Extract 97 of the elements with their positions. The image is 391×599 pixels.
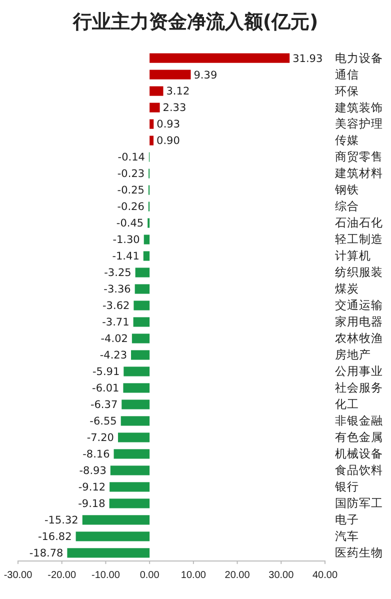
bar [124,366,150,376]
data-label: -1.41 [112,250,140,263]
data-label: -1.30 [112,234,140,246]
data-label: -18.78 [29,548,64,560]
y-tick-label: 汽车 [335,529,359,544]
data-label: -0.23 [117,168,145,180]
x-tick-label: -10.00 [92,570,120,581]
y-tick-label: 银行 [334,480,359,494]
y-tick-label: 机械设备 [335,448,383,461]
x-tick-label: -30.00 [4,570,33,581]
bar [132,334,150,344]
data-label: -9.18 [78,498,106,510]
bar [144,234,150,244]
data-label: -16.82 [38,531,72,544]
data-label: 0.93 [156,118,180,131]
bar [150,119,154,129]
bar [150,53,290,63]
y-tick-label: 有色金属 [335,431,383,444]
bar [114,449,150,459]
data-label: -0.45 [116,218,144,230]
data-label: -0.14 [118,152,146,164]
y-tick-label: 商贸零售 [335,150,383,164]
x-tick-label: 40.00 [312,570,338,581]
data-label: 3.12 [166,86,190,98]
y-tick-label: 通信 [335,68,359,82]
data-label: -6.55 [90,416,117,428]
data-label: 2.33 [162,102,186,114]
y-tick-label: 环保 [335,84,359,98]
data-label: -15.32 [44,514,78,527]
y-tick-label: 食品饮料 [335,464,383,478]
y-tick-label: 公用事业 [335,365,383,378]
bar [135,268,150,278]
bar [134,300,150,310]
y-tick-label: 钢铁 [334,184,359,197]
y-tick-label: 建筑装饰 [334,101,383,114]
data-label: -3.36 [104,284,132,296]
bar [109,498,150,508]
y-tick-label: 家用电器 [335,314,383,329]
y-tick-label: 国防军工 [335,497,383,510]
bar [118,432,150,442]
y-tick-label: 计算机 [335,250,371,263]
data-label: -3.62 [102,300,130,312]
bar [150,102,160,112]
data-label: -8.16 [82,448,110,461]
data-label: -6.37 [90,399,118,412]
data-label: -4.23 [100,350,128,362]
bar [150,136,154,146]
bar [150,86,164,96]
y-tick-label: 传媒 [335,134,359,148]
y-tick-label: 农林牧渔 [335,332,383,346]
x-tick-label: 20.00 [224,570,250,581]
bar [122,400,150,410]
x-tick-label: -20.00 [48,570,76,581]
data-label: -5.91 [92,366,120,378]
bar [134,284,150,294]
y-tick-label: 轻工制造 [335,233,383,246]
bar [150,70,191,80]
y-tick-label: 建筑材料 [334,167,383,180]
y-tick-label: 非银金融 [335,414,383,428]
bar [123,383,150,393]
y-tick-label: 电力设备 [335,52,383,65]
bar [120,416,150,426]
data-label: -0.25 [117,184,144,197]
bar [67,548,150,558]
data-label: 31.93 [292,52,323,65]
y-tick-label: 房地产 [335,348,371,362]
y-tick-label: 社会服务 [335,382,383,395]
bar [76,532,150,542]
y-tick-label: 煤炭 [335,282,359,296]
data-label: -8.93 [79,465,106,478]
bar [110,466,150,476]
data-label: -9.12 [78,482,106,494]
data-label: 9.39 [194,69,218,82]
data-label: -3.71 [102,316,130,329]
data-label: -6.01 [92,382,120,395]
x-tick-label: 30.00 [268,570,294,581]
y-tick-label: 化工 [335,398,359,412]
bar [110,482,150,492]
data-label: -4.02 [100,333,128,346]
bar [82,515,150,525]
y-tick-label: 交通运输 [335,298,383,312]
x-tick-label: 10.00 [180,570,206,581]
data-label: -3.25 [104,267,132,280]
y-tick-label: 综合 [335,199,359,214]
bar [143,251,150,261]
data-label: 0.90 [156,135,180,148]
data-label: -7.20 [86,432,114,444]
y-tick-label: 石油石化 [335,216,383,230]
y-tick-label: 医药生物 [335,546,383,560]
bar [131,350,150,360]
x-tick-label: 0.00 [140,570,160,581]
y-tick-label: 纺织服装 [335,265,383,280]
data-label: -0.26 [117,201,145,214]
chart-title: 行业主力资金净流入额(亿元) [72,11,318,33]
y-tick-label: 电子 [335,514,359,527]
y-tick-label: 美容护理 [335,116,383,131]
bar [133,317,150,327]
